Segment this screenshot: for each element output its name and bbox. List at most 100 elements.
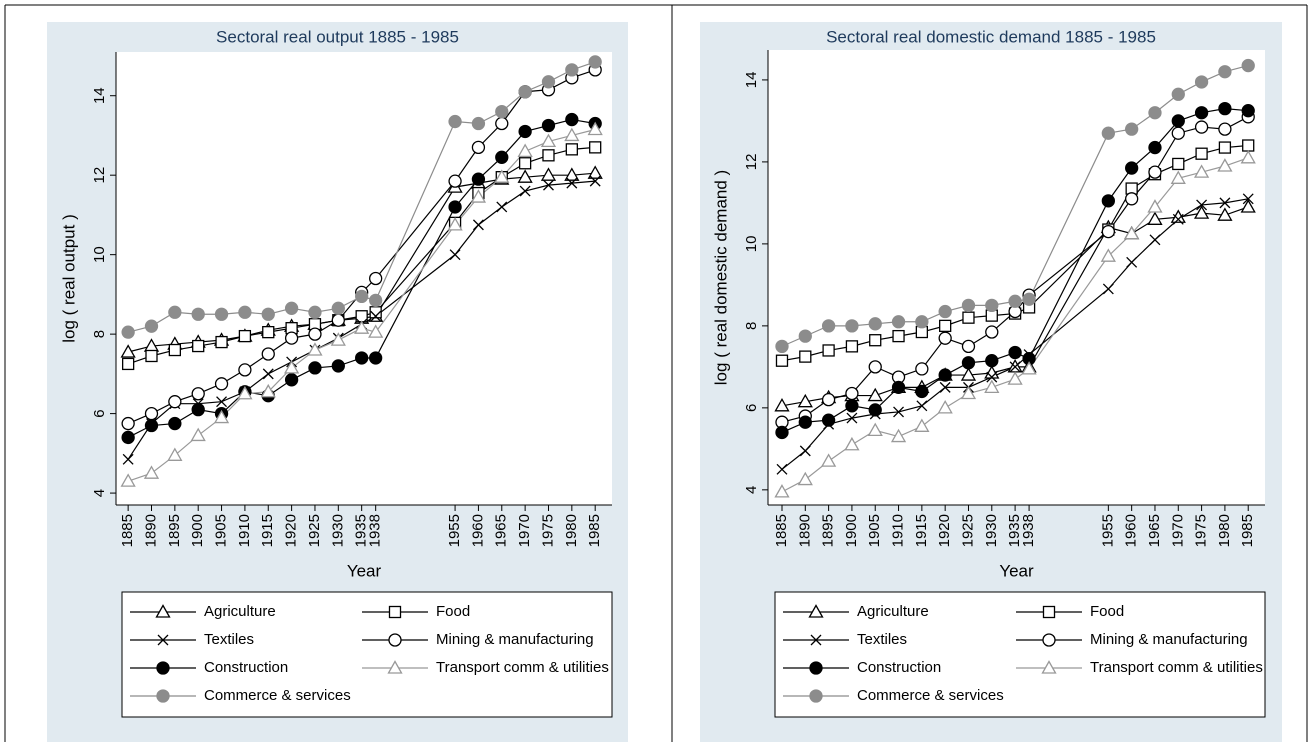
marker — [1101, 224, 1115, 239]
marker — [799, 350, 812, 363]
marker — [961, 339, 976, 354]
marker — [1009, 361, 1021, 373]
marker — [191, 307, 205, 321]
marker — [168, 305, 182, 319]
marker — [260, 383, 276, 398]
marker — [470, 189, 487, 203]
chart-title: Sectoral real domestic demand 1885 - 198… — [826, 27, 1156, 46]
marker — [144, 418, 159, 433]
marker — [1171, 114, 1185, 128]
marker — [284, 301, 299, 315]
marker — [540, 167, 557, 181]
marker — [541, 75, 556, 89]
x-tick-label: 1938 — [367, 514, 384, 547]
marker — [238, 329, 252, 343]
marker — [214, 377, 229, 391]
marker — [368, 324, 384, 338]
x-tick-label: 1925 — [306, 514, 323, 547]
marker — [1240, 199, 1256, 213]
marker — [308, 361, 322, 375]
marker — [985, 354, 999, 368]
marker — [156, 689, 170, 703]
marker — [213, 409, 230, 424]
marker — [543, 179, 554, 191]
marker — [868, 360, 882, 374]
y-tick-label: 8 — [743, 322, 760, 330]
x-tick-label: 1930 — [983, 514, 1000, 547]
legend-item: Food — [362, 603, 470, 620]
marker — [214, 307, 229, 321]
y-tick-label: 10 — [743, 236, 760, 253]
marker — [519, 185, 531, 197]
y-tick-label: 8 — [91, 330, 108, 338]
marker — [307, 342, 323, 356]
marker — [1148, 106, 1162, 120]
y-axis-title: log ( real domestic demand ) — [711, 170, 730, 385]
marker — [821, 319, 836, 333]
marker — [893, 406, 905, 418]
marker — [891, 315, 906, 329]
x-tick-label: 1938 — [1020, 514, 1037, 547]
marker — [845, 319, 859, 333]
marker — [1194, 75, 1209, 89]
marker — [1147, 199, 1163, 213]
marker — [167, 447, 183, 461]
legend-label: Commerce & services — [857, 687, 1004, 704]
marker — [892, 329, 905, 343]
legend-label: Agriculture — [857, 603, 929, 620]
marker — [120, 344, 136, 358]
marker — [776, 463, 788, 475]
marker — [1126, 256, 1138, 268]
marker — [1007, 371, 1023, 385]
marker — [961, 356, 976, 370]
marker — [845, 386, 859, 401]
marker — [1171, 126, 1185, 140]
marker — [262, 368, 274, 380]
marker — [985, 298, 999, 313]
legend-box — [774, 591, 1266, 718]
marker — [1217, 158, 1233, 172]
x-tick-label: 1920 — [283, 514, 300, 547]
marker — [168, 395, 182, 409]
legend-item: Construction — [783, 659, 941, 676]
x-tick-label: 1965 — [1146, 514, 1163, 547]
x-tick-label: 1980 — [563, 514, 580, 547]
marker — [494, 169, 510, 183]
marker — [369, 271, 383, 286]
marker — [844, 436, 860, 451]
legend-label: Transport comm & utilities — [1090, 659, 1263, 676]
marker — [798, 415, 812, 429]
marker — [284, 373, 299, 387]
marker — [1194, 106, 1209, 120]
x-tick-label: 1905 — [866, 514, 883, 547]
y-tick-label: 6 — [743, 404, 760, 412]
marker — [308, 327, 322, 341]
marker — [331, 301, 345, 315]
marker — [867, 422, 883, 437]
legend-item: Commerce & services — [130, 687, 351, 704]
x-tick-label: 1900 — [843, 514, 860, 547]
marker — [145, 349, 158, 363]
marker — [331, 359, 345, 373]
marker — [587, 121, 603, 136]
x-tick-label: 1970 — [516, 514, 533, 547]
x-tick-label: 1975 — [539, 514, 556, 547]
x-tick-label: 1985 — [586, 514, 603, 547]
marker — [122, 453, 134, 465]
marker — [495, 150, 509, 164]
marker — [984, 379, 1000, 394]
y-tick-label: 14 — [91, 87, 108, 104]
marker — [472, 219, 484, 231]
legend-item: Commerce & services — [783, 687, 1004, 704]
marker — [369, 293, 383, 308]
marker — [1217, 207, 1233, 221]
marker — [354, 320, 370, 334]
marker — [915, 362, 929, 376]
marker — [564, 127, 580, 142]
x-axis-title: Year — [347, 561, 382, 580]
marker — [388, 605, 402, 619]
legend-label: Construction — [204, 659, 288, 676]
legend-label: Mining & manufacturing — [1090, 631, 1248, 648]
x-tick-label: 1925 — [959, 514, 976, 547]
x-tick-label: 1960 — [1123, 514, 1140, 547]
